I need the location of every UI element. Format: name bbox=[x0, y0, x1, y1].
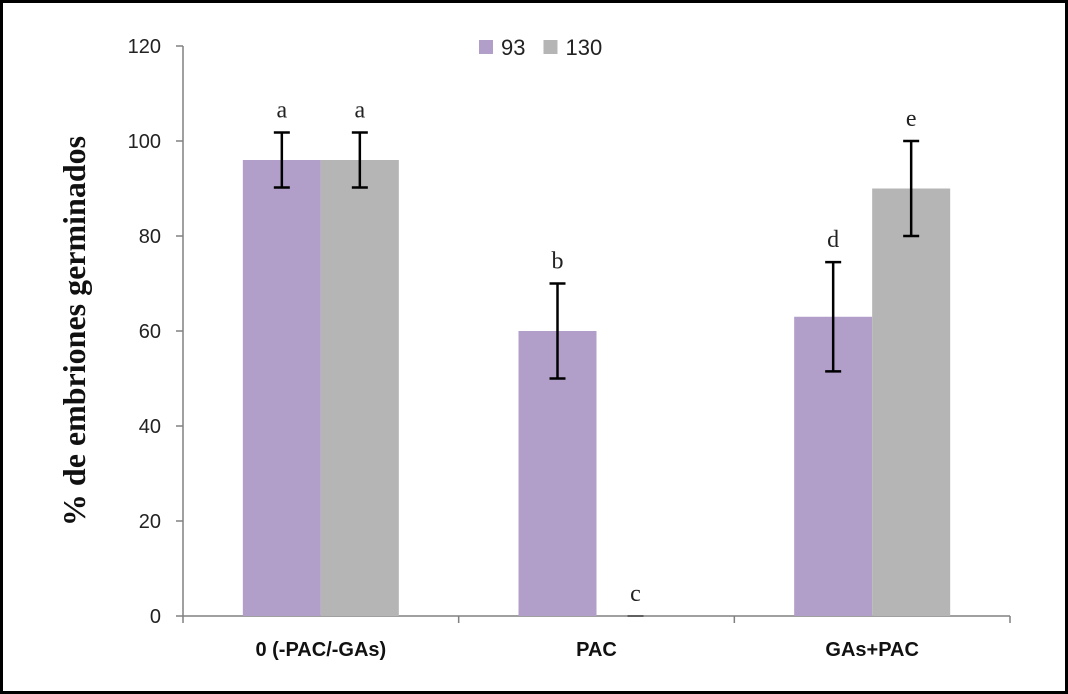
y-axis-title: % de embriones germinados bbox=[56, 136, 92, 526]
legend-entry: 93 bbox=[501, 35, 525, 60]
significance-label: a bbox=[277, 97, 288, 123]
significance-label: b bbox=[552, 249, 564, 275]
significance-label: c bbox=[630, 581, 641, 607]
y-tick-label: 100 bbox=[128, 131, 161, 153]
legend-swatch bbox=[479, 40, 493, 54]
bar bbox=[320, 160, 399, 616]
y-tick-label: 20 bbox=[139, 511, 161, 533]
x-category-label: GAs+PAC bbox=[825, 639, 919, 661]
x-category-label: PAC bbox=[576, 639, 617, 661]
y-tick-label: 80 bbox=[139, 226, 161, 248]
x-category-label: 0 (-PAC/-GAs) bbox=[255, 639, 386, 661]
y-tick-label: 60 bbox=[139, 321, 161, 343]
legend-swatch bbox=[543, 40, 558, 54]
y-tick-label: 0 bbox=[150, 606, 161, 628]
bar bbox=[242, 160, 321, 616]
significance-label: d bbox=[827, 227, 839, 253]
y-tick-label: 120 bbox=[128, 36, 161, 58]
legend-entry: 130 bbox=[565, 35, 602, 60]
significance-label: a bbox=[355, 97, 366, 123]
significance-label: e bbox=[906, 106, 917, 132]
y-tick-label: 40 bbox=[139, 416, 161, 438]
bar bbox=[872, 188, 951, 616]
